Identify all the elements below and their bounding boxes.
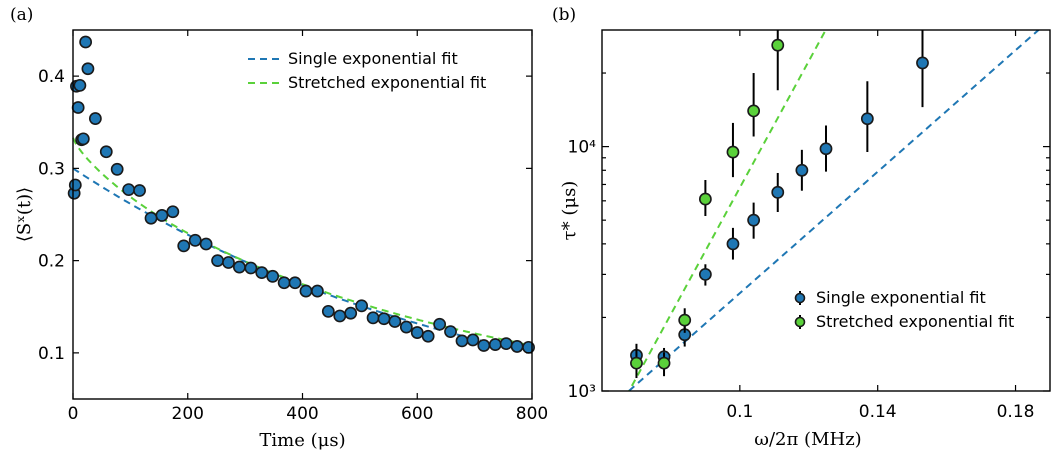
data-point-a bbox=[333, 309, 347, 323]
data-point-a bbox=[344, 306, 358, 320]
data-point-a bbox=[288, 276, 302, 290]
y-tick-label-a: 0.3 bbox=[38, 159, 65, 179]
x-axis-label-a: Time (μs) bbox=[259, 430, 345, 450]
data-point-a bbox=[399, 320, 413, 334]
legend-a: Single exponential fit Stretched exponent… bbox=[248, 49, 486, 92]
single-fit-point-b bbox=[771, 185, 785, 199]
data-point-a bbox=[133, 184, 146, 197]
legend-label-b: Single exponential fit bbox=[816, 288, 986, 307]
stretched-fit-point-b bbox=[678, 313, 692, 327]
data-point-a bbox=[421, 329, 435, 343]
single-fit-point-b bbox=[860, 112, 874, 126]
y-axis-label-a: ⟨Sˣ(t)⟩ bbox=[14, 187, 35, 242]
data-point-a bbox=[321, 304, 335, 318]
data-point-a bbox=[277, 276, 291, 290]
data-point-a bbox=[355, 299, 368, 313]
x-axis-label-b: ω/2π (MHz) bbox=[754, 429, 861, 450]
stretched-fit-point-b bbox=[657, 356, 671, 370]
stretched-fit-point-b bbox=[698, 192, 712, 206]
data-point-a bbox=[266, 269, 280, 283]
stretched-fit-point-b bbox=[726, 145, 740, 159]
stretched-fit-point-b bbox=[747, 104, 761, 118]
panel-label-a: (a) bbox=[10, 5, 33, 25]
data-point-a bbox=[79, 35, 93, 49]
data-point-a bbox=[366, 311, 380, 325]
data-point-a bbox=[477, 339, 491, 352]
data-point-a bbox=[377, 312, 391, 326]
data-point-a bbox=[88, 112, 102, 125]
x-tick-label-a: 0 bbox=[68, 404, 79, 424]
y-tick-label-a: 0.2 bbox=[38, 252, 65, 272]
legend-label-a: Stretched exponential fit bbox=[288, 73, 486, 92]
data-point-a bbox=[68, 178, 82, 192]
data-point-a bbox=[433, 317, 447, 331]
data-point-a bbox=[177, 239, 191, 253]
x-tick-label-b: 0.18 bbox=[997, 402, 1035, 422]
y-axis-label-b: τ* (μs) bbox=[559, 181, 580, 241]
data-point-a bbox=[232, 260, 246, 274]
data-point-a bbox=[444, 325, 457, 339]
data-point-a bbox=[499, 337, 513, 351]
legend-marker-b bbox=[794, 316, 806, 328]
y-tick-label-b: 10³ bbox=[568, 382, 596, 402]
x-tick-label-a: 600 bbox=[401, 404, 433, 424]
single-fit-point-b bbox=[698, 267, 712, 281]
x-tick-label-b: 0.14 bbox=[859, 402, 897, 422]
y-tick-label-a: 0.1 bbox=[38, 344, 65, 364]
legend-marker-b bbox=[794, 292, 806, 304]
single-fit-point-b bbox=[916, 56, 929, 70]
data-point-a bbox=[255, 266, 269, 280]
x-tick-label-a: 400 bbox=[286, 404, 318, 424]
stretched-exponential-fit-line-b bbox=[627, 30, 827, 391]
data-point-a bbox=[311, 284, 324, 298]
data-point-a bbox=[110, 162, 124, 176]
data-point-a bbox=[71, 101, 85, 114]
x-tick-label-a: 200 bbox=[172, 404, 204, 424]
data-point-a bbox=[76, 132, 90, 146]
data-point-a bbox=[388, 315, 402, 328]
data-point-a bbox=[144, 211, 158, 225]
y-tick-label-a: 0.4 bbox=[38, 67, 65, 87]
data-point-a bbox=[466, 333, 480, 347]
data-point-a bbox=[99, 145, 113, 159]
stretched-fit-point-b bbox=[771, 38, 785, 52]
y-tick-label-b: 10⁴ bbox=[568, 138, 597, 158]
data-point-a bbox=[211, 254, 224, 268]
data-point-a bbox=[244, 261, 258, 275]
stretched-exponential-fit-line-a bbox=[72, 137, 533, 347]
x-tick-label-b: 0.1 bbox=[726, 402, 753, 422]
single-fit-point-b bbox=[795, 163, 809, 177]
data-point-a bbox=[188, 233, 202, 247]
data-point-a bbox=[199, 237, 213, 251]
single-fit-point-b bbox=[819, 142, 833, 156]
data-point-a bbox=[122, 183, 136, 196]
legend-label-b: Stretched exponential fit bbox=[816, 312, 1014, 331]
x-tick-label-a: 800 bbox=[516, 404, 548, 424]
legend-label-a: Single exponential fit bbox=[288, 49, 458, 68]
panel-label-b: (b) bbox=[552, 5, 576, 25]
single-exponential-fit-line-b bbox=[627, 30, 1041, 391]
data-point-a bbox=[81, 62, 95, 76]
legend-b: Single exponential fit Stretched exponent… bbox=[794, 288, 1014, 331]
single-fit-point-b bbox=[726, 237, 740, 251]
data-point-a bbox=[410, 326, 424, 339]
data-point-a bbox=[510, 340, 524, 353]
single-fit-point-b bbox=[747, 213, 761, 227]
data-point-a bbox=[73, 78, 87, 92]
data-point-a bbox=[455, 334, 469, 348]
data-point-a bbox=[222, 256, 235, 269]
data-point-a bbox=[299, 284, 313, 298]
plot-area-b bbox=[627, 30, 1041, 391]
data-point-a bbox=[155, 209, 169, 222]
stretched-fit-point-b bbox=[630, 356, 643, 370]
data-point-a bbox=[488, 338, 502, 351]
plot-frame-b bbox=[601, 29, 1051, 392]
data-point-a bbox=[166, 205, 180, 219]
